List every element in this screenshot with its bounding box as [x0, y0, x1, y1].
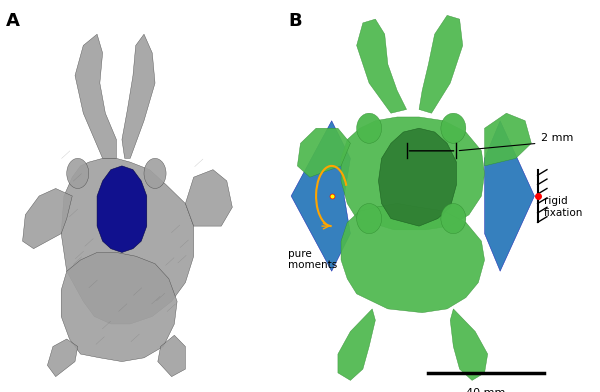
Polygon shape [485, 121, 535, 271]
Polygon shape [75, 34, 116, 158]
Polygon shape [291, 121, 350, 271]
Polygon shape [122, 34, 155, 158]
Circle shape [356, 203, 382, 234]
Circle shape [67, 158, 89, 189]
Circle shape [144, 158, 166, 189]
Polygon shape [338, 309, 376, 380]
Polygon shape [61, 158, 194, 324]
Text: 40 mm: 40 mm [466, 388, 506, 392]
Text: rigid
fixation: rigid fixation [544, 196, 583, 218]
Polygon shape [356, 19, 407, 113]
Polygon shape [450, 309, 488, 380]
Polygon shape [61, 252, 177, 361]
Text: pure
moments: pure moments [288, 249, 337, 270]
Polygon shape [341, 117, 485, 230]
Polygon shape [23, 189, 72, 249]
Circle shape [356, 113, 382, 143]
Polygon shape [158, 335, 185, 377]
Text: A: A [6, 12, 20, 30]
Polygon shape [341, 203, 485, 313]
Circle shape [441, 203, 466, 234]
Polygon shape [485, 113, 532, 166]
Text: 2 mm: 2 mm [541, 132, 573, 143]
Polygon shape [185, 170, 232, 226]
Polygon shape [379, 128, 457, 226]
Text: B: B [288, 12, 302, 30]
Polygon shape [298, 128, 350, 177]
Circle shape [441, 113, 466, 143]
Polygon shape [419, 15, 463, 113]
Polygon shape [97, 166, 147, 252]
Polygon shape [47, 339, 78, 377]
